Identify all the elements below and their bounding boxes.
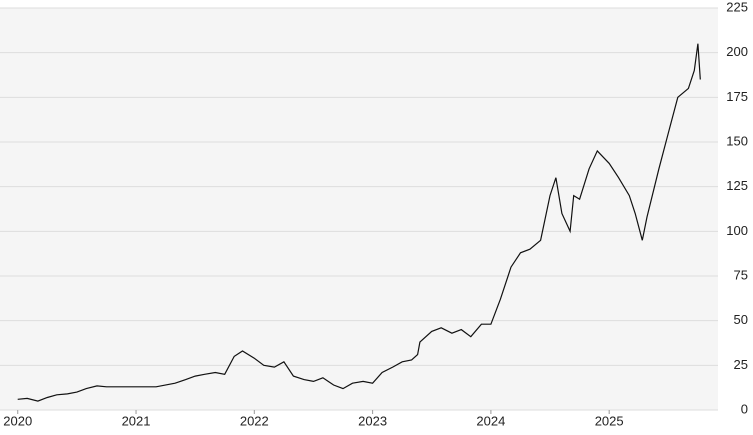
y-tick-label: 100 <box>726 223 748 238</box>
y-tick-label: 25 <box>734 357 748 372</box>
y-tick-label: 125 <box>726 178 748 193</box>
y-tick-label: 225 <box>726 0 748 14</box>
x-tick-label: 2025 <box>595 413 624 428</box>
price-line <box>17 43 701 402</box>
x-tick-label: 2023 <box>358 413 387 428</box>
plot-background <box>0 8 718 410</box>
y-tick-label: 175 <box>726 89 748 104</box>
x-tick-label: 2022 <box>240 413 269 428</box>
y-tick-label: 75 <box>734 267 748 282</box>
y-tick-label: 200 <box>726 44 748 59</box>
x-tick-label: 2020 <box>3 413 32 428</box>
x-tick-label: 2021 <box>122 413 151 428</box>
y-tick-label: 0 <box>741 401 748 416</box>
y-tick-label: 150 <box>726 133 748 148</box>
y-tick-label: 50 <box>734 312 748 327</box>
x-tick-label: 2024 <box>476 413 505 428</box>
